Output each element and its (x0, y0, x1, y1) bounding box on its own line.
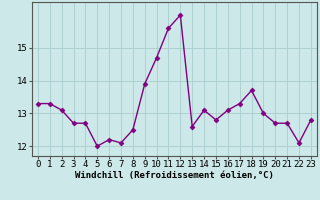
X-axis label: Windchill (Refroidissement éolien,°C): Windchill (Refroidissement éolien,°C) (75, 171, 274, 180)
